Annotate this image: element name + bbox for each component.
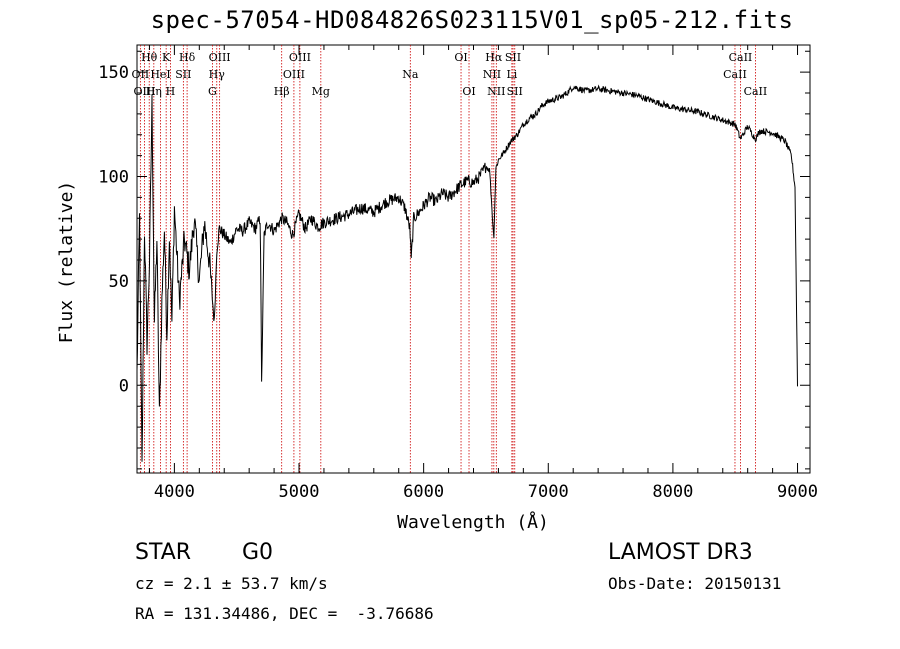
- line-marker-label: OIII: [133, 85, 155, 98]
- y-axis-ticks: 0 50 100 150: [98, 50, 810, 470]
- line-marker-label: CaII: [723, 68, 747, 81]
- chart-title: spec-57054-HD084826S023115V01_sp05-212.f…: [150, 6, 794, 34]
- line-marker-label: SII: [505, 51, 521, 64]
- line-marker-label: Li: [506, 68, 517, 81]
- line-marker-label: NII: [483, 68, 501, 81]
- line-marker-label: OI: [462, 85, 475, 98]
- line-marker-label: Hβ: [274, 85, 290, 98]
- line-marker-label: OII: [132, 68, 150, 81]
- line-marker-label: OIII: [289, 51, 311, 64]
- line-marker-label: CaII: [744, 85, 768, 98]
- redshift-info: cz = 2.1 ± 53.7 km/s: [135, 574, 328, 593]
- x-tick-label: 8000: [652, 482, 693, 502]
- spectral-line-markers: [139, 45, 756, 473]
- y-tick-label: 150: [98, 63, 129, 83]
- object-class: STAR: [135, 540, 192, 565]
- line-marker-label: G: [208, 85, 217, 98]
- x-axis-ticks: 4000 5000 6000 7000 8000 9000: [148, 45, 818, 502]
- line-marker-label: H: [166, 85, 176, 98]
- coordinates-info: RA = 131.34486, DEC = -3.76686: [135, 604, 434, 623]
- y-tick-label: 50: [109, 272, 129, 292]
- line-marker-label: Mg: [312, 85, 330, 98]
- spectral-subclass: G0: [242, 540, 274, 565]
- line-marker-label: NII: [487, 85, 505, 98]
- line-marker-label: K: [162, 51, 171, 64]
- line-marker-label: SII: [175, 68, 191, 81]
- line-marker-label: OIII: [283, 68, 305, 81]
- survey-name: LAMOST DR3: [608, 540, 753, 565]
- x-tick-label: 4000: [154, 482, 195, 502]
- y-axis-label: Flux (relative): [56, 181, 77, 344]
- line-marker-label: Na: [402, 68, 419, 81]
- y-tick-label: 100: [98, 168, 129, 188]
- line-marker-label: Hθ: [141, 51, 158, 64]
- observation-date: Obs-Date: 20150131: [608, 574, 782, 593]
- line-marker-label: HeI: [150, 68, 170, 81]
- x-tick-label: 6000: [403, 482, 444, 502]
- spectrum-line: [136, 84, 798, 462]
- line-marker-label: SII: [507, 85, 523, 98]
- x-tick-label: 5000: [279, 482, 320, 502]
- line-marker-label: Hγ: [209, 68, 226, 81]
- x-axis-label: Wavelength (Å): [397, 511, 549, 533]
- line-marker-label: CaII: [729, 51, 753, 64]
- line-marker-label: Hδ: [179, 51, 196, 64]
- line-marker-label: Hα: [485, 51, 503, 64]
- y-tick-label: 0: [119, 376, 129, 396]
- line-marker-label: Hη: [146, 85, 162, 98]
- line-marker-label: OI: [454, 51, 467, 64]
- x-tick-label: 9000: [777, 482, 818, 502]
- plot-frame: [136, 44, 811, 474]
- x-tick-label: 7000: [528, 482, 569, 502]
- line-marker-label: OIII: [209, 51, 231, 64]
